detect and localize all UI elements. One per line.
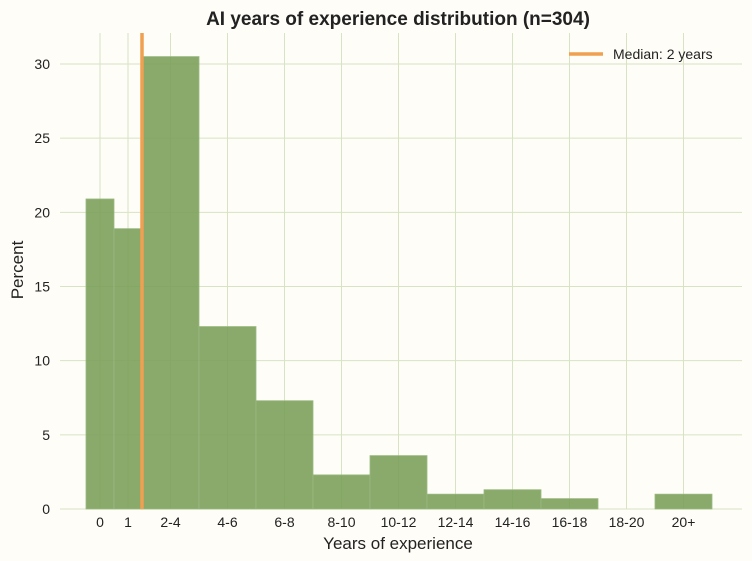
x-tick-label: 12-14 (438, 514, 474, 530)
y-tick-label: 15 (34, 279, 50, 295)
x-tick-label: 14-16 (495, 514, 531, 530)
bar-12-14 (426, 493, 485, 510)
x-tick-label: 18-20 (609, 514, 645, 530)
y-tick-label: 25 (34, 130, 50, 146)
x-tick-label: 0 (96, 514, 104, 530)
x-tick-label: 8-10 (327, 514, 355, 530)
bar-1 (113, 228, 143, 510)
legend-label-median: Median: 2 years (613, 46, 713, 62)
bars (85, 56, 713, 510)
chart-title: AI years of experience distribution (n=3… (206, 9, 590, 30)
bar-16-18 (540, 498, 599, 510)
y-tick-label: 10 (34, 353, 50, 369)
bar-0 (85, 198, 115, 510)
x-tick-label: 10-12 (381, 514, 417, 530)
y-tick-label: 5 (42, 427, 50, 443)
x-tick-label: 6-8 (274, 514, 294, 530)
bar-14-16 (483, 489, 542, 510)
x-tick-label: 16-18 (552, 514, 588, 530)
bar-20+ (654, 493, 713, 510)
bar-2-4 (141, 56, 200, 510)
legend: Median: 2 years (569, 46, 713, 62)
bar-8-10 (312, 474, 371, 510)
tick-labels: 0 5 10 15 20 25 30 0 1 2-4 4-6 6-8 8-10 10-12 12-14 14-… (34, 56, 695, 530)
x-tick-label: 1 (124, 514, 132, 530)
x-tick-label: 4-6 (217, 514, 237, 530)
bar-6-8 (255, 400, 314, 510)
x-tick-label: 2-4 (160, 514, 180, 530)
x-axis-label: Years of experience (323, 534, 473, 553)
bar-10-12 (369, 455, 428, 510)
x-tick-label: 20+ (672, 514, 696, 530)
y-tick-label: 30 (34, 56, 50, 72)
y-axis-label: Percent (8, 240, 27, 299)
y-tick-label: 20 (34, 204, 50, 220)
bar-4-6 (198, 326, 257, 510)
y-tick-label: 0 (42, 501, 50, 517)
